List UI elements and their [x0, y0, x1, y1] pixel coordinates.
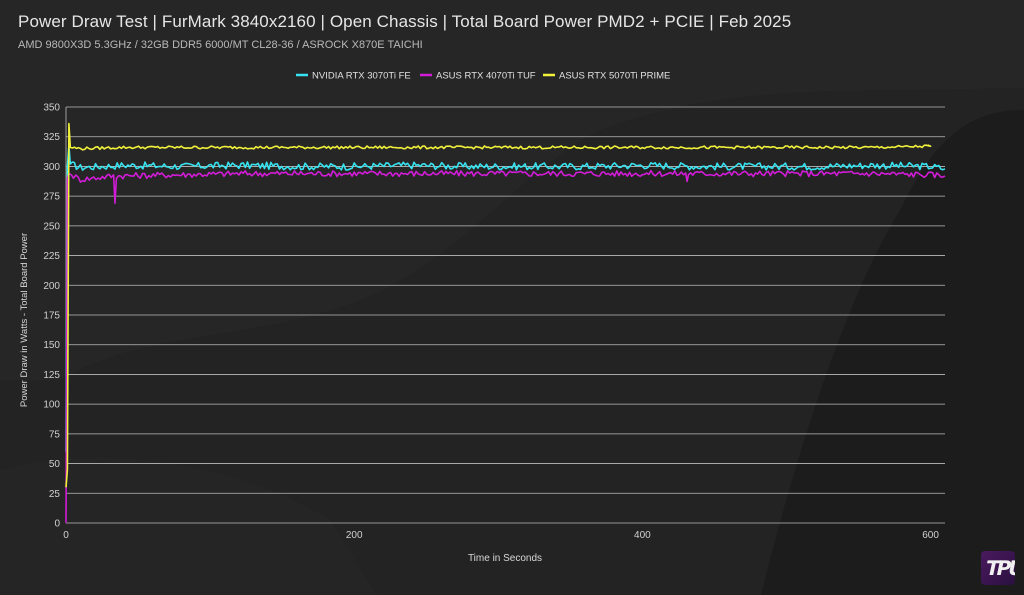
- y-tick-label: 300: [43, 162, 60, 173]
- chart-title: Power Draw Test | FurMark 3840x2160 | Op…: [18, 12, 792, 31]
- x-tick-label: 200: [346, 530, 363, 541]
- y-tick-label: 175: [43, 311, 60, 322]
- y-tick-label: 200: [43, 281, 60, 292]
- y-tick-label: 0: [54, 519, 60, 530]
- x-tick-label: 600: [922, 530, 939, 541]
- chart-subtitle: AMD 9800X3D 5.3GHz / 32GB DDR5 6000/MT C…: [18, 39, 423, 51]
- y-tick-label: 100: [43, 400, 60, 411]
- series-line: [65, 122, 932, 488]
- y-tick-label: 125: [43, 370, 60, 381]
- y-axis-label: Power Draw in Watts - Total Board Power: [19, 233, 30, 407]
- y-tick-label: 225: [43, 251, 60, 262]
- bg-shape: [0, 458, 377, 595]
- y-tick-label: 325: [43, 132, 60, 143]
- y-tick-label: 75: [49, 429, 61, 440]
- x-tick-label: 0: [63, 530, 69, 541]
- legend-entry: ASUS RTX 5070Ti PRIME: [559, 71, 670, 82]
- series-line: [65, 169, 946, 524]
- brand-logo: TPU: [981, 551, 1015, 585]
- x-axis-label: Time in Seconds: [468, 553, 542, 564]
- y-tick-label: 50: [49, 459, 61, 470]
- legend-entry: ASUS RTX 4070Ti TUF: [436, 71, 536, 82]
- y-tick-label: 350: [43, 103, 60, 114]
- legend-entry: NVIDIA RTX 3070Ti FE: [312, 71, 411, 82]
- y-tick-label: 25: [49, 489, 61, 500]
- x-tick-label: 400: [634, 530, 651, 541]
- y-tick-label: 150: [43, 340, 60, 351]
- y-tick-label: 275: [43, 192, 60, 203]
- series-line: [65, 144, 946, 452]
- y-tick-label: 250: [43, 221, 60, 232]
